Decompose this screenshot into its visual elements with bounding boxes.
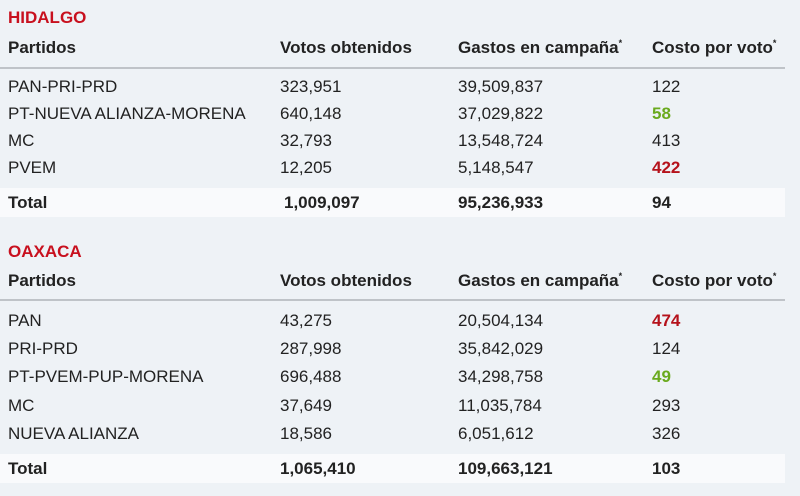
header-votes: Votos obtenidos bbox=[280, 38, 412, 57]
votes-value: 12,205 bbox=[280, 158, 332, 177]
party-name: PT-NUEVA ALIANZA-MORENA bbox=[8, 104, 246, 123]
spend-value: 35,842,029 bbox=[458, 339, 544, 358]
spend-value: 20,504,134 bbox=[458, 311, 544, 330]
votes-value: 287,998 bbox=[280, 339, 342, 358]
cost-value: 122 bbox=[652, 77, 681, 96]
header-votes: Votos obtenidos bbox=[280, 271, 412, 290]
table-row: PRI-PRD 287,998 35,842,029 124 bbox=[0, 335, 785, 362]
cost-value: 326 bbox=[652, 424, 681, 443]
cost-value: 413 bbox=[652, 131, 681, 150]
cost-value: 124 bbox=[652, 339, 681, 358]
header-divider bbox=[0, 299, 785, 301]
table-row: PT-NUEVA ALIANZA-MORENA 640,148 37,029,8… bbox=[0, 100, 785, 127]
spend-value: 6,051,612 bbox=[458, 424, 534, 443]
table-row: PVEM 12,205 5,148,547 422 bbox=[0, 154, 785, 181]
total-cost: 94 bbox=[652, 193, 671, 212]
total-spend: 109,663,121 bbox=[458, 459, 553, 478]
party-name: PVEM bbox=[8, 158, 57, 177]
table-row: MC 37,649 11,035,784 293 bbox=[0, 392, 785, 419]
party-name: MC bbox=[8, 396, 35, 415]
header-cost: Costo por voto* bbox=[652, 271, 777, 290]
spend-value: 5,148,547 bbox=[458, 158, 534, 177]
party-name: MC bbox=[8, 131, 35, 150]
votes-value: 18,586 bbox=[280, 424, 332, 443]
cost-value: 422 bbox=[652, 158, 681, 177]
party-name: NUEVA ALIANZA bbox=[8, 424, 140, 443]
header-divider bbox=[0, 67, 785, 69]
cost-value: 49 bbox=[652, 367, 671, 386]
total-row: Total 1,065,410 109,663,121 103 bbox=[0, 454, 785, 483]
header-party: Partidos bbox=[8, 38, 77, 57]
votes-value: 37,649 bbox=[280, 396, 332, 415]
header-spend: Gastos en campaña* bbox=[458, 38, 623, 57]
spend-value: 13,548,724 bbox=[458, 131, 544, 150]
spend-value: 11,035,784 bbox=[458, 396, 542, 415]
party-name: PT-PVEM-PUP-MORENA bbox=[8, 367, 204, 386]
total-votes: 1,009,097 bbox=[284, 193, 360, 212]
cost-value: 293 bbox=[652, 396, 681, 415]
party-name: PRI-PRD bbox=[8, 339, 78, 358]
votes-value: 323,951 bbox=[280, 77, 342, 96]
header-row: Partidos Votos obtenidos Gastos en campa… bbox=[0, 34, 785, 61]
section-title: OAXACA bbox=[8, 242, 82, 261]
header-cost: Costo por voto* bbox=[652, 38, 777, 57]
header-party: Partidos bbox=[8, 271, 77, 290]
table-row: PT-PVEM-PUP-MORENA 696,488 34,298,758 49 bbox=[0, 363, 785, 390]
votes-value: 696,488 bbox=[280, 367, 342, 386]
total-row: Total 1,009,097 95,236,933 94 bbox=[0, 188, 785, 217]
cost-value: 474 bbox=[652, 311, 681, 330]
cost-value: 58 bbox=[652, 104, 671, 123]
total-label: Total bbox=[8, 193, 48, 212]
spend-value: 39,509,837 bbox=[458, 77, 544, 96]
header-row: Partidos Votos obtenidos Gastos en campa… bbox=[0, 267, 785, 294]
spend-value: 37,029,822 bbox=[458, 104, 544, 123]
total-spend: 95,236,933 bbox=[458, 193, 544, 212]
table-row: PAN-PRI-PRD 323,951 39,509,837 122 bbox=[0, 73, 785, 100]
votes-value: 32,793 bbox=[280, 131, 332, 150]
party-name: PAN bbox=[8, 311, 42, 330]
table-row: NUEVA ALIANZA 18,586 6,051,612 326 bbox=[0, 420, 785, 447]
header-spend: Gastos en campaña* bbox=[458, 271, 623, 290]
spend-value: 34,298,758 bbox=[458, 367, 544, 386]
party-name: PAN-PRI-PRD bbox=[8, 77, 118, 96]
table-row: PAN 43,275 20,504,134 474 bbox=[0, 307, 785, 334]
votes-value: 43,275 bbox=[280, 311, 332, 330]
total-cost: 103 bbox=[652, 459, 681, 478]
total-votes: 1,065,410 bbox=[280, 459, 356, 478]
votes-value: 640,148 bbox=[280, 104, 342, 123]
total-label: Total bbox=[8, 459, 48, 478]
table-row: MC 32,793 13,548,724 413 bbox=[0, 127, 785, 154]
section-title: HIDALGO bbox=[8, 8, 87, 27]
